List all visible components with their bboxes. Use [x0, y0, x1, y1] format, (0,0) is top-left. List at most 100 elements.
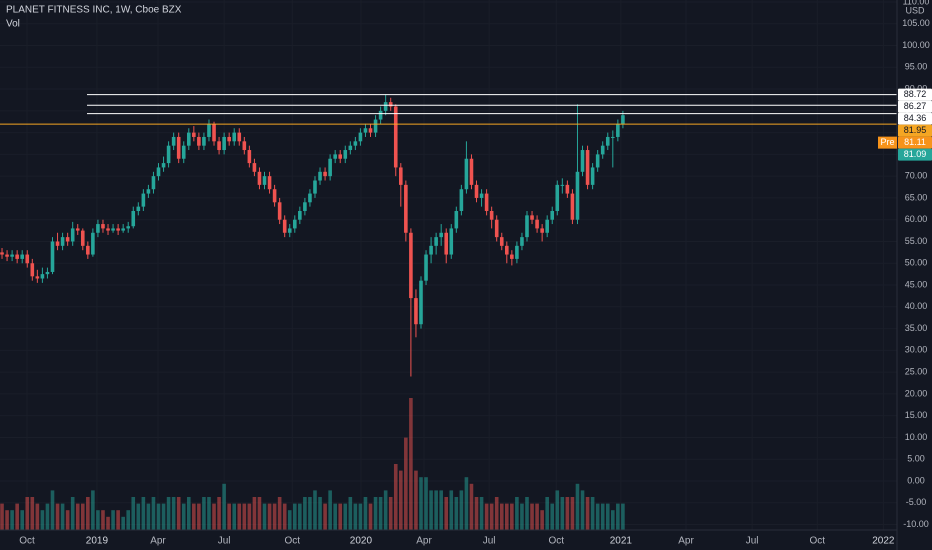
- candle-body: [10, 254, 14, 257]
- candle-body: [126, 226, 131, 229]
- y-tick-label: 0.00: [907, 475, 925, 485]
- volume-bar: [313, 490, 317, 530]
- volume-bar: [202, 497, 206, 530]
- x-tick-label: Oct: [548, 536, 564, 547]
- candle-body: [484, 193, 489, 211]
- volume-bar: [272, 503, 277, 530]
- volume-bar: [50, 490, 55, 530]
- candle-body: [20, 254, 25, 259]
- volume-bar: [20, 510, 25, 530]
- candle-body: [600, 145, 605, 155]
- currency: USD: [905, 5, 925, 15]
- y-tick-label: 25.00: [905, 367, 928, 377]
- candle-body: [474, 184, 479, 198]
- volume-bar: [348, 497, 353, 530]
- volume-bar: [86, 497, 90, 530]
- y-tick-label: 45.00: [905, 279, 928, 289]
- volume-bar: [570, 497, 575, 530]
- candle-body: [146, 189, 151, 194]
- y-tick-label: 70.00: [905, 171, 928, 181]
- candle-body: [277, 202, 282, 220]
- volume-bar: [590, 497, 595, 530]
- candle-body: [176, 136, 181, 159]
- volume-bar: [227, 503, 231, 530]
- candle-body: [343, 150, 348, 159]
- candle-body: [50, 241, 55, 272]
- x-tick-label: 2019: [86, 536, 109, 547]
- candle-body: [585, 150, 590, 185]
- volume-bar: [580, 490, 585, 530]
- candle-body: [60, 237, 65, 246]
- candle-body: [186, 132, 191, 146]
- candle-body: [505, 245, 509, 255]
- volume-bar: [121, 516, 125, 530]
- volume-bar: [449, 490, 454, 530]
- candle-body: [136, 206, 141, 211]
- level-label: 88.72: [904, 89, 927, 99]
- volume-bar: [474, 497, 479, 530]
- y-tick-label: 95.00: [905, 62, 928, 72]
- volume-bar: [398, 470, 403, 530]
- candle-body: [348, 145, 353, 151]
- volume-bar: [5, 510, 9, 530]
- candle-body: [45, 271, 50, 275]
- volume-bar: [126, 510, 131, 530]
- candle-body: [40, 274, 45, 279]
- volume-bar: [499, 503, 504, 530]
- candle-body: [444, 232, 449, 255]
- volume-bar: [600, 503, 605, 530]
- y-tick-label: 30.00: [905, 345, 928, 355]
- volume-bar: [277, 497, 282, 530]
- volume-bar: [540, 510, 544, 530]
- volume-bar: [419, 477, 423, 530]
- volume-bar: [15, 503, 19, 530]
- volume-bar: [585, 497, 590, 530]
- candle-body: [292, 219, 297, 229]
- level-label: 81.95: [904, 125, 927, 135]
- volume-bar: [318, 497, 322, 530]
- level-label: 84.36: [904, 113, 927, 123]
- candle-body: [358, 132, 363, 142]
- candle-body: [308, 193, 312, 203]
- volume-bar: [545, 497, 549, 530]
- candle-body: [520, 237, 524, 246]
- volume-bar: [292, 503, 297, 530]
- volume-bar: [156, 503, 161, 530]
- volume-bar: [535, 503, 539, 530]
- volume-bar: [530, 503, 534, 530]
- candle-body: [111, 228, 115, 231]
- volume-bar: [101, 510, 105, 530]
- candle-body: [287, 228, 292, 233]
- candle-body: [141, 193, 146, 207]
- volume-bar: [181, 503, 186, 530]
- volume-bar: [40, 510, 45, 530]
- candle-body: [555, 184, 560, 211]
- levels: [0, 94, 897, 125]
- volume-bar: [560, 497, 565, 530]
- candle-body: [161, 163, 166, 168]
- x-tick-label: Oct: [809, 536, 825, 547]
- candle-body: [247, 150, 252, 164]
- candle-body: [499, 237, 504, 246]
- candle-body: [252, 163, 257, 172]
- candle-body: [166, 145, 171, 164]
- volume-bar: [444, 497, 449, 530]
- candle-body: [373, 119, 378, 133]
- candle-body: [298, 210, 302, 220]
- volume-label: Vol: [6, 19, 20, 30]
- candle-body: [605, 136, 610, 146]
- y-tick-label: -10.00: [903, 519, 929, 529]
- volume-bar: [116, 510, 120, 530]
- volume-bar: [252, 497, 257, 530]
- candle-body: [570, 193, 575, 220]
- candle-body: [181, 145, 186, 159]
- volume-bar: [242, 503, 247, 530]
- candle-body: [590, 167, 595, 185]
- volume-bar: [525, 497, 529, 530]
- candle-body: [227, 136, 231, 142]
- y-tick-label: 35.00: [905, 323, 928, 333]
- volume-bar: [30, 497, 35, 530]
- candle-body: [232, 132, 237, 142]
- volume-bar: [520, 503, 524, 530]
